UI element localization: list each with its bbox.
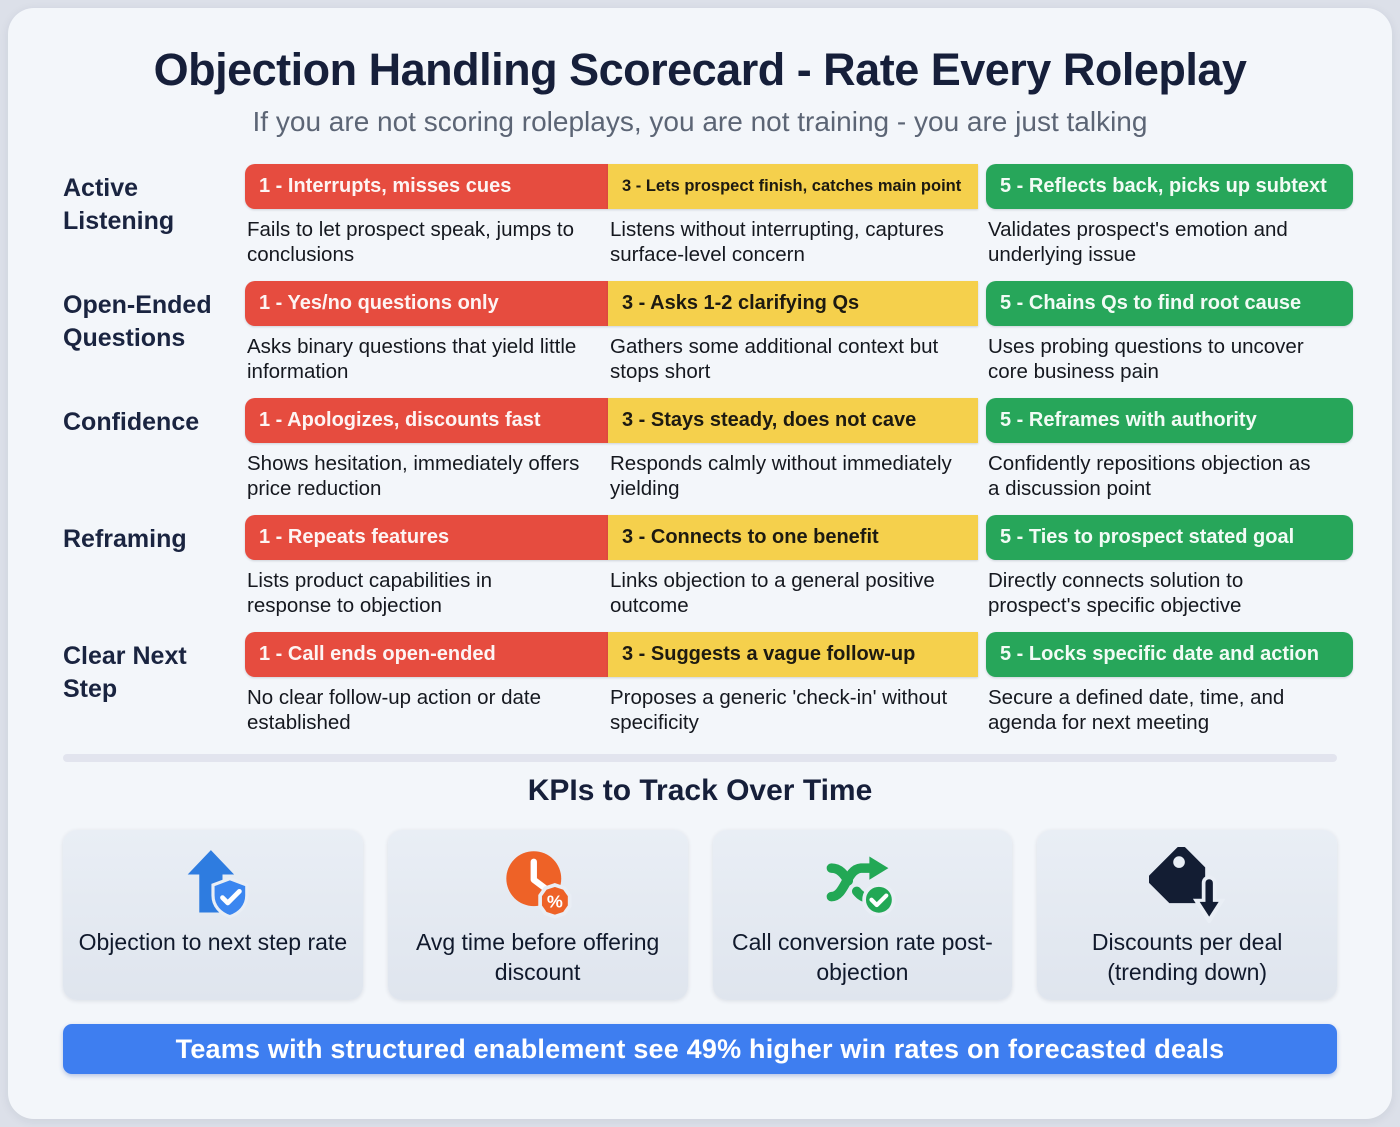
- table-row: Open-Ended Questions 1 - Yes/no question…: [63, 281, 1353, 387]
- score-1-badge: 1 - Yes/no questions only: [245, 281, 608, 326]
- table-row: Clear Next Step 1 - Call ends open-ended…: [63, 632, 1353, 738]
- arrow-up-shield-check-icon: [175, 844, 251, 926]
- score-3-description: Proposes a generic 'check-in' without sp…: [610, 686, 948, 734]
- score-3-description: Gathers some additional context but stop…: [610, 335, 939, 383]
- score-3-badge: 3 - Asks 1-2 clarifying Qs: [608, 281, 978, 326]
- kpi-card-conversion-rate: Call conversion rate post-objection: [712, 830, 1013, 1000]
- scorecard-table: Active Listening 1 - Interrupts, misses …: [63, 164, 1353, 738]
- score-3-cell: 3 - Asks 1-2 clarifying Qs Gathers some …: [608, 281, 978, 387]
- score-3-cell: 3 - Connects to one benefit Links object…: [608, 515, 978, 621]
- kpi-card-discount-time: % Avg time before offering discount: [387, 830, 688, 1000]
- footer-stat-text: Teams with structured enablement see 49%…: [175, 1033, 1225, 1064]
- score-3-badge: 3 - Suggests a vague follow-up: [608, 632, 978, 677]
- score-5-cell: 5 - Chains Qs to find root cause Uses pr…: [978, 281, 1353, 387]
- svg-text:%: %: [547, 892, 563, 912]
- kpi-label: Avg time before offering discount: [415, 929, 660, 985]
- skill-label: Clear Next Step: [63, 642, 187, 703]
- score-5-badge: 5 - Reframes with authority: [986, 398, 1353, 443]
- score-1-cell: 1 - Call ends open-ended No clear follow…: [245, 632, 608, 738]
- skill-label: Open-Ended Questions: [63, 291, 212, 352]
- kpi-section-title: KPIs to Track Over Time: [527, 774, 873, 807]
- skill-label: Active Listening: [63, 174, 175, 235]
- score-1-description: Shows hesitation, immediately offers pri…: [247, 452, 580, 500]
- score-3-badge: 3 - Stays steady, does not cave: [608, 398, 978, 443]
- score-1-cell: 1 - Interrupts, misses cues Fails to let…: [245, 164, 608, 270]
- kpi-card-row: Objection to next step rate % Avg time b…: [63, 830, 1337, 1000]
- table-row: Reframing 1 - Repeats features Lists pro…: [63, 515, 1353, 621]
- section-divider: [63, 754, 1337, 762]
- score-3-cell: 3 - Suggests a vague follow-up Proposes …: [608, 632, 978, 738]
- footer-stat-banner: Teams with structured enablement see 49%…: [63, 1024, 1337, 1074]
- score-5-badge: 5 - Locks specific date and action: [986, 632, 1353, 677]
- score-1-badge: 1 - Call ends open-ended: [245, 632, 608, 677]
- score-3-description: Links objection to a general positive ou…: [610, 569, 935, 617]
- score-3-cell: 3 - Lets prospect finish, catches main p…: [608, 164, 978, 270]
- score-1-description: Asks binary questions that yield little …: [247, 335, 577, 383]
- kpi-label: Objection to next step rate: [78, 929, 348, 955]
- score-3-cell: 3 - Stays steady, does not cave Responds…: [608, 398, 978, 504]
- score-5-description: Directly connects solution to prospect's…: [988, 569, 1244, 617]
- score-3-description: Responds calmly without immediately yiel…: [610, 452, 952, 500]
- clock-percent-icon: %: [500, 844, 576, 926]
- skill-label: Confidence: [63, 408, 200, 436]
- shuffle-check-icon: [824, 844, 900, 926]
- score-3-badge: 3 - Lets prospect finish, catches main p…: [608, 164, 978, 209]
- infographic-canvas: Objection Handling Scorecard - Rate Ever…: [8, 8, 1392, 1119]
- score-5-cell: 5 - Reframes with authority Confidently …: [978, 398, 1353, 504]
- page-title: Objection Handling Scorecard - Rate Ever…: [153, 44, 1247, 95]
- table-row: Confidence 1 - Apologizes, discounts fas…: [63, 398, 1353, 504]
- score-5-badge: 5 - Chains Qs to find root cause: [986, 281, 1353, 326]
- score-5-badge: 5 - Ties to prospect stated goal: [986, 515, 1353, 560]
- kpi-card-discounts-per-deal: Discounts per deal (trending down): [1037, 830, 1337, 1000]
- skill-label: Reframing: [63, 525, 187, 553]
- score-1-description: Fails to let prospect speak, jumps to co…: [247, 218, 575, 266]
- score-3-description: Listens without interrupting, captures s…: [610, 218, 944, 266]
- score-5-cell: 5 - Ties to prospect stated goal Directl…: [978, 515, 1353, 621]
- score-1-description: Lists product capabilities in response t…: [247, 569, 492, 617]
- score-5-cell: 5 - Reflects back, picks up subtext Vali…: [978, 164, 1353, 270]
- table-row: Active Listening 1 - Interrupts, misses …: [63, 164, 1353, 270]
- score-5-description: Uses probing questions to uncover core b…: [988, 335, 1304, 383]
- score-1-badge: 1 - Interrupts, misses cues: [245, 164, 608, 209]
- score-1-description: No clear follow-up action or date establ…: [247, 686, 541, 734]
- kpi-card-objection-rate: Objection to next step rate: [63, 830, 363, 1000]
- score-1-badge: 1 - Apologizes, discounts fast: [245, 398, 608, 443]
- page-subtitle: If you are not scoring roleplays, you ar…: [252, 106, 1148, 137]
- score-1-cell: 1 - Apologizes, discounts fast Shows hes…: [245, 398, 608, 504]
- score-1-cell: 1 - Yes/no questions only Asks binary qu…: [245, 281, 608, 387]
- kpi-label: Discounts per deal (trending down): [1091, 929, 1283, 985]
- kpi-label: Call conversion rate post-objection: [731, 929, 993, 985]
- tag-trending-down-icon: [1149, 844, 1226, 926]
- score-1-badge: 1 - Repeats features: [245, 515, 608, 560]
- score-5-description: Secure a defined date, time, and agenda …: [988, 686, 1285, 734]
- score-5-cell: 5 - Locks specific date and action Secur…: [978, 632, 1353, 738]
- score-5-description: Validates prospect's emotion and underly…: [988, 218, 1288, 266]
- score-3-badge: 3 - Connects to one benefit: [608, 515, 978, 560]
- score-5-description: Confidently repositions objection as a d…: [988, 452, 1311, 500]
- score-1-cell: 1 - Repeats features Lists product capab…: [245, 515, 608, 621]
- score-5-badge: 5 - Reflects back, picks up subtext: [986, 164, 1353, 209]
